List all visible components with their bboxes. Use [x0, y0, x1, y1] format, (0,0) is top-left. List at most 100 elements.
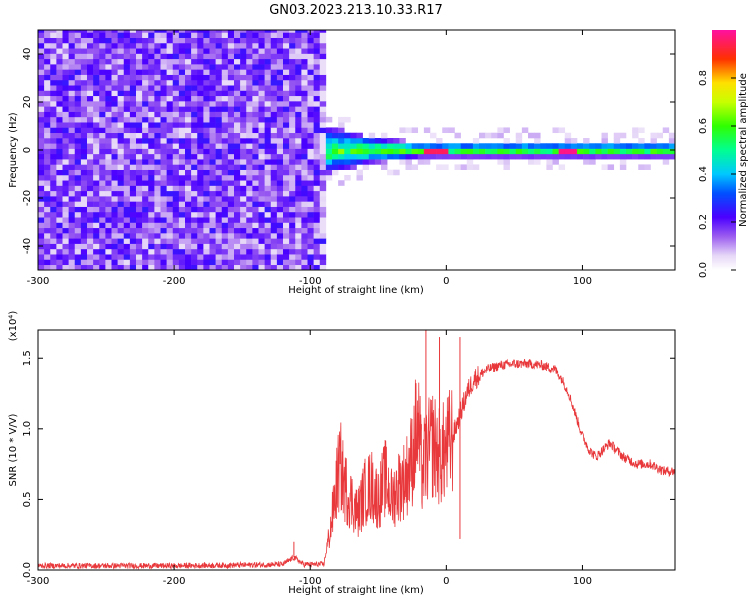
spectrogram-cell: [577, 148, 584, 155]
spectrogram-cell: [252, 238, 259, 244]
snr-line: [38, 358, 675, 570]
spectrogram-cell: [142, 201, 149, 207]
spectrogram-cell: [264, 238, 272, 244]
spectrogram-cell: [423, 143, 431, 149]
spectrogram-cell: [319, 227, 327, 234]
spectrogram-cell: [74, 106, 82, 112]
spectrogram-cell: [276, 264, 284, 270]
spectrogram-cell: [215, 159, 223, 165]
spectrogram-cell: [430, 148, 437, 155]
spectrogram-cell: [166, 206, 174, 213]
spectrogram-cell: [338, 116, 345, 123]
spectrogram-cell: [105, 85, 112, 91]
spectrogram-cell: [246, 58, 253, 65]
spectrogram-cell: [148, 153, 155, 160]
spectrogram-cell: [583, 153, 590, 160]
spectrogram-cell: [289, 30, 296, 33]
spectrogram-cell: [203, 227, 210, 234]
spectrogram-cell: [215, 90, 223, 97]
spectrogram-cell: [166, 106, 174, 112]
spectrogram-cell: [313, 206, 321, 213]
spectrogram-cell: [93, 79, 100, 86]
spectrogram-cell: [93, 233, 100, 239]
spectrogram-cell: [227, 148, 235, 155]
spectrogram-cell: [191, 111, 198, 118]
spectrogram-cell: [240, 174, 247, 181]
spectrogram-cell: [215, 32, 223, 38]
spectrogram-cell: [264, 206, 272, 213]
spectrogram-cell: [74, 264, 82, 270]
spectrogram-cell: [221, 143, 229, 149]
spectrogram-cell: [215, 111, 223, 118]
spectrogram-cell: [258, 159, 265, 165]
spectrogram-cell: [307, 190, 314, 197]
spectrogram-cell: [344, 164, 351, 170]
spectrogram-cell: [178, 169, 186, 176]
spectrogram-cell: [105, 259, 112, 266]
spectrogram-cell: [319, 74, 327, 81]
spectrogram-cell: [368, 143, 376, 149]
spectrogram-cell: [662, 159, 670, 165]
spectrogram-cell: [301, 217, 308, 223]
spectrogram-cell: [93, 190, 100, 197]
spectrogram-cell: [319, 185, 327, 192]
spectrogram-cell: [301, 90, 308, 97]
spectrogram-cell: [50, 30, 57, 33]
spectrogram-cell: [117, 185, 125, 192]
spectrogram-cell: [227, 111, 235, 118]
spectrogram-cell: [178, 201, 186, 207]
spectrogram-cell: [123, 64, 131, 70]
spectrogram-cell: [258, 206, 265, 213]
spectrogram-cell: [270, 259, 278, 266]
spectrogram-cell: [142, 138, 149, 144]
spectrogram-cell: [528, 148, 535, 155]
spectrogram-cell: [332, 153, 339, 160]
spectrogram-cell: [154, 153, 161, 160]
spectrogram-cell: [503, 148, 510, 155]
spectrogram-cell: [44, 206, 51, 213]
spectrogram-cell: [166, 122, 174, 128]
spectrogram-cell: [374, 148, 382, 155]
spectrogram-cell: [221, 169, 229, 176]
spectrogram-cell: [650, 153, 657, 160]
spectrogram-cell: [185, 227, 192, 234]
spectrogram-cell: [215, 53, 223, 60]
spectrogram-cell: [564, 143, 572, 149]
spectrogram-cell: [185, 138, 192, 144]
spectrogram-cell: [38, 185, 45, 192]
spectrogram-cell: [111, 122, 118, 128]
spectrogram-cell: [570, 138, 578, 144]
spectrogram-cell: [240, 201, 247, 207]
colorbar-tick-label: 0.6: [698, 118, 709, 134]
spectrogram-cell: [136, 217, 143, 223]
spectrogram-cell: [105, 132, 112, 139]
spectrogram-cell: [215, 30, 223, 33]
spectrogram-cell: [129, 196, 137, 202]
spectrogram-cell: [319, 259, 327, 266]
spectrogram-cell: [289, 254, 296, 260]
spectrogram-cell: [209, 174, 216, 181]
spectrogram-cell: [295, 30, 302, 33]
spectrogram-cell: [50, 185, 57, 192]
spectrogram-cell: [191, 58, 198, 65]
spectrogram-cell: [178, 42, 186, 49]
spectrogram-cell: [307, 53, 314, 60]
spectrogram-cell: [301, 206, 308, 213]
spectrogram-cell: [270, 254, 278, 260]
spectrogram-cell: [270, 143, 278, 149]
spectrogram-cell: [246, 259, 253, 266]
spectrogram-cell: [111, 159, 118, 165]
spectrogram-cell: [276, 74, 284, 81]
spectrogram-cell: [221, 132, 229, 139]
spectrogram-cell: [289, 180, 296, 186]
spectrogram-cell: [50, 48, 57, 54]
spectrogram-cell: [491, 148, 498, 155]
spectrogram-cell: [74, 79, 82, 86]
x-tick-label: 0: [443, 576, 449, 587]
spectrogram-cell: [50, 90, 57, 97]
spectrogram-cell: [111, 238, 118, 244]
spectrogram-cell: [344, 148, 351, 155]
spectrogram-cell: [203, 106, 210, 112]
spectrogram-cell: [270, 42, 278, 49]
spectrogram-cell: [258, 85, 265, 91]
